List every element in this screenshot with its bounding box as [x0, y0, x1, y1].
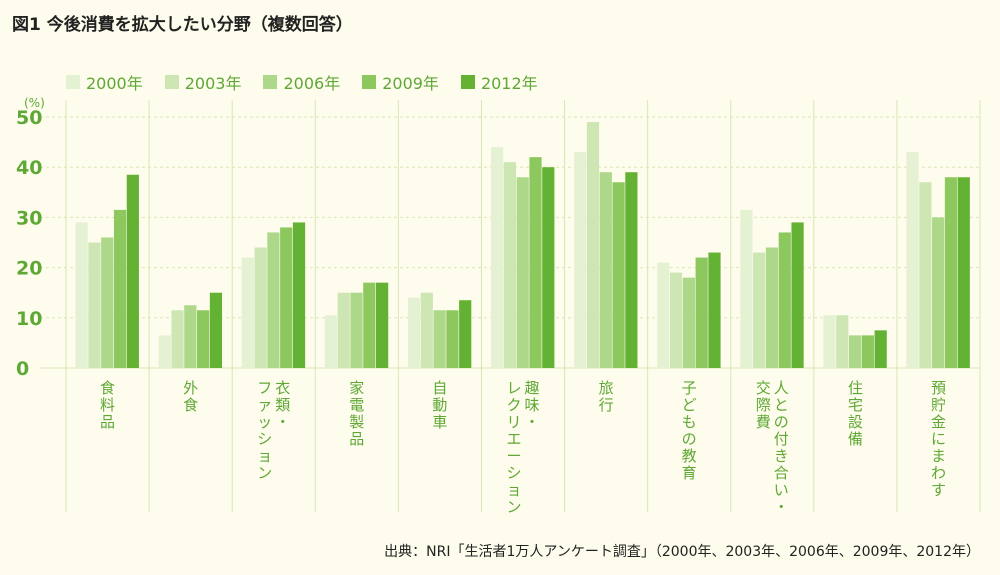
bar-2012年-子どもの教育	[708, 252, 721, 368]
bar-2003年-預貯金にまわす	[919, 182, 932, 368]
bar-2003年-人との付き合い・交際費	[753, 252, 766, 368]
bar-2009年-預貯金にまわす	[944, 177, 958, 368]
bar-2000年-子どもの教育	[657, 262, 670, 368]
bar-2000年-自動車	[407, 297, 421, 368]
category-label: 外 食	[183, 379, 199, 414]
bar-2000年-衣類・ファッション	[241, 257, 254, 368]
legend-label: 2003年	[184, 74, 242, 93]
bar-2000年-食料品	[75, 222, 88, 368]
y-tick-label: 20	[16, 258, 42, 280]
category-label: 食 料 品	[100, 379, 116, 431]
bar-2003年-家電製品	[337, 292, 350, 368]
legend-item: 2009年	[362, 70, 439, 94]
y-tick-label: 10	[16, 308, 42, 330]
bar-2006年-旅行	[599, 172, 612, 368]
bar-2003年-趣味・レクリエーション	[503, 162, 516, 368]
bar-2009年-自動車	[446, 310, 459, 368]
bar-2006年-預貯金にまわす	[932, 217, 945, 368]
bar-2009年-子どもの教育	[695, 257, 708, 368]
source-note: 出典：NRI「生活者1万人アンケート調査」（2000年、2003年、2006年、…	[384, 544, 980, 560]
legend-item: 2006年	[263, 70, 340, 94]
page-title: 図1 今後消費を拡大したい分野（複数回答）	[12, 15, 353, 35]
bar-2009年-衣類・ファッション	[280, 227, 293, 368]
legend-label: 2000年	[86, 74, 143, 93]
bar-2006年-家電製品	[350, 292, 363, 368]
legend-swatch	[362, 75, 377, 89]
bar-2000年-預貯金にまわす	[906, 152, 919, 368]
bar-2006年-子どもの教育	[682, 277, 695, 368]
bar-2003年-子どもの教育	[669, 272, 683, 368]
bar-2012年-住宅設備	[874, 330, 887, 368]
y-tick-label: 50	[16, 107, 42, 129]
category-label: 住 宅 設 備	[847, 379, 863, 448]
bar-2006年-外食	[184, 305, 197, 368]
category-label: 趣 味 ・	[524, 379, 540, 431]
legend-item: 2012年	[460, 70, 538, 94]
legend-label: 2009年	[382, 74, 439, 93]
bar-2009年-食料品	[113, 209, 127, 368]
legend-swatch	[66, 75, 80, 89]
bar-2006年-趣味・レクリエーション	[516, 177, 529, 368]
bar-2012年-食料品	[126, 174, 139, 368]
bar-2006年-衣類・ファッション	[267, 232, 280, 368]
bar-2006年-自動車	[433, 310, 446, 368]
bar-2012年-衣類・ファッション	[292, 222, 306, 368]
bar-2009年-趣味・レクリエーション	[529, 157, 542, 368]
bar-2012年-外食	[209, 292, 223, 368]
bar-2009年-住宅設備	[861, 335, 874, 368]
y-tick-label: 0	[16, 358, 29, 380]
bar-2003年-衣類・ファッション	[254, 247, 267, 368]
bar-2000年-住宅設備	[823, 315, 836, 368]
category-label: 人 と の 付 き 合 い ・	[773, 379, 789, 516]
legend-swatch	[263, 75, 278, 89]
legend-swatch	[164, 75, 179, 89]
bar-2006年-人との付き合い・交際費	[765, 247, 779, 368]
bar-2000年-外食	[158, 335, 171, 368]
category-label: 家 電 製 品	[349, 379, 365, 448]
bar-2000年-旅行	[574, 152, 587, 368]
category-label: 旅 行	[598, 379, 614, 414]
bar-2012年-趣味・レクリエーション	[542, 167, 555, 368]
category-label: 子 ど も の 教 育	[681, 379, 697, 482]
y-tick-label: 40	[16, 157, 42, 179]
bar-2003年-自動車	[420, 292, 433, 368]
bar-2000年-家電製品	[324, 315, 338, 368]
category-label: 衣 類 ・	[275, 379, 291, 431]
legend-item: 2000年	[66, 70, 143, 94]
bar-2012年-人との付き合い・交際費	[791, 222, 804, 368]
bar-2006年-食料品	[101, 237, 114, 368]
bar-2009年-旅行	[612, 182, 625, 368]
category-label: レ ク リ エ ー シ ョ ン	[506, 379, 522, 516]
legend-label: 2006年	[283, 74, 341, 93]
bar-2012年-預貯金にまわす	[957, 177, 970, 368]
legend: 2000年 2003年 2006年 2009年 2012年	[66, 70, 538, 94]
bar-2012年-家電製品	[376, 282, 389, 368]
legend-item: 2003年	[164, 70, 242, 94]
category-label: 交 際 費	[755, 379, 771, 431]
bar-2000年-趣味・レクリエーション	[491, 147, 504, 368]
bar-2009年-家電製品	[363, 282, 376, 368]
bar-2003年-食料品	[88, 242, 101, 368]
bar-2003年-旅行	[586, 122, 600, 369]
category-label: 自 動 車	[432, 379, 448, 431]
bar-2006年-住宅設備	[848, 335, 862, 368]
y-tick-label: 30	[16, 207, 42, 229]
bar-2009年-外食	[197, 310, 210, 368]
category-label: 預 貯 金 に ま わ す	[930, 379, 946, 499]
y-axis-unit-label: (%)	[24, 96, 45, 110]
bar-2012年-旅行	[625, 172, 638, 368]
bar-2009年-人との付き合い・交際費	[778, 232, 791, 368]
bar-2003年-住宅設備	[836, 315, 849, 368]
legend-swatch	[460, 75, 475, 89]
bar-2012年-自動車	[459, 300, 472, 368]
legend-label: 2012年	[480, 74, 538, 93]
bar-2000年-人との付き合い・交際費	[740, 209, 753, 368]
category-label: フ ァ ッ シ ョ ン	[257, 379, 273, 482]
bar-2003年-外食	[171, 310, 184, 368]
